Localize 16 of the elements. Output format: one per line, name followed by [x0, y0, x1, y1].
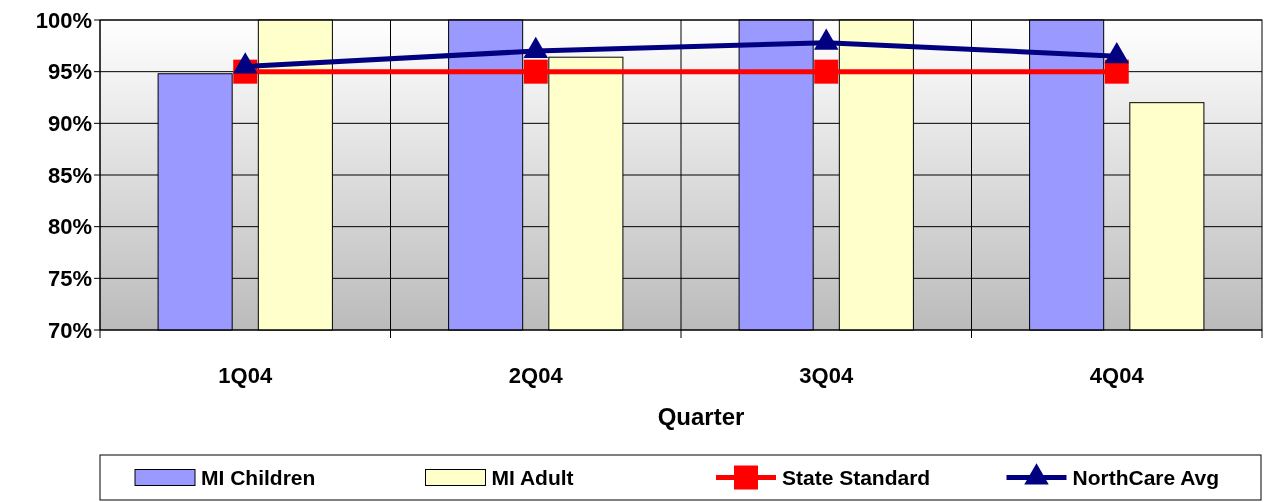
x-axis-title: Quarter — [657, 403, 745, 430]
x-tick-label: 3Q04 — [799, 363, 854, 388]
y-tick-label: 70% — [47, 317, 92, 343]
y-tick-label: 90% — [47, 111, 92, 137]
y-tick-label: 95% — [47, 59, 92, 85]
y-tick-label: 100% — [35, 7, 92, 33]
y-tick-label: 80% — [47, 214, 92, 240]
legend-label: State Standard — [782, 465, 931, 489]
y-tick-label: 85% — [47, 162, 92, 188]
legend-label: MI Children — [201, 465, 316, 489]
x-tick-label: 2Q04 — [508, 363, 564, 388]
x-tick-label: 1Q04 — [218, 363, 273, 388]
y-tick-label: 75% — [47, 266, 92, 292]
legend-label: MI Adult — [491, 465, 574, 489]
x-tick-label: 4Q04 — [1089, 363, 1145, 388]
legend-label: NorthCare Avg — [1072, 465, 1220, 489]
